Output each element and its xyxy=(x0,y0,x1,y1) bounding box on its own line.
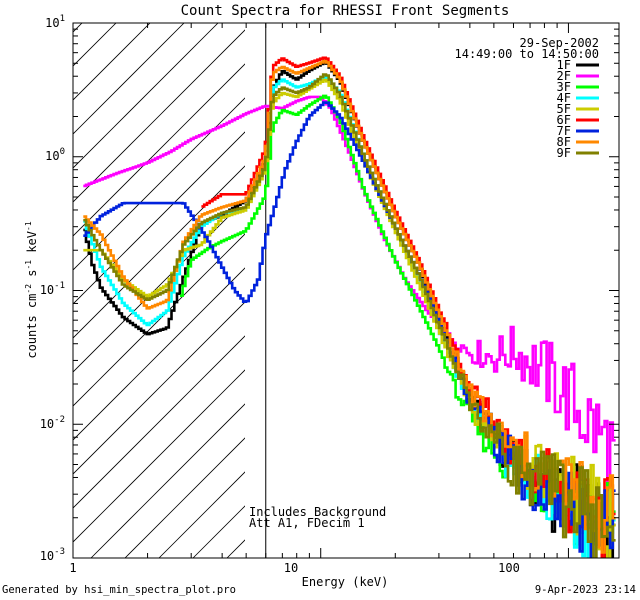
x-tick-label-100: 100 xyxy=(498,561,520,575)
hatch-line xyxy=(73,23,185,135)
hatch-line xyxy=(73,267,245,441)
hatch-line xyxy=(73,29,245,203)
hatch-line xyxy=(73,23,219,169)
axis-ticks xyxy=(72,23,619,559)
date-label: 29-Sep-2002 xyxy=(520,36,599,50)
series-layer xyxy=(83,56,616,558)
chart-title: Count Spectra for RHESSI Front Segments xyxy=(181,3,510,19)
legend-label-8F: 8F xyxy=(557,135,571,149)
y-tick-label-m1: 10-1 xyxy=(40,281,65,297)
annotation-attenuator: Att A1, FDecim 1 xyxy=(249,516,365,530)
annotation-background: Includes Background xyxy=(249,505,386,519)
y-axis-label: counts cm-2 s-1 keV-1 xyxy=(24,221,39,358)
hatch-line xyxy=(73,23,83,33)
series-9F xyxy=(83,73,616,558)
y-tick-label-m3: 10-3 xyxy=(40,547,65,563)
y-tick-labels: 101 100 10-1 10-2 10-3 xyxy=(40,14,65,563)
hatch-line xyxy=(73,23,151,101)
legend-label-5F: 5F xyxy=(557,102,571,116)
legend-label-3F: 3F xyxy=(557,80,571,94)
legend-label-6F: 6F xyxy=(557,113,571,127)
y-tick-label-1: 101 xyxy=(45,14,65,30)
legend-label-7F: 7F xyxy=(557,124,571,138)
hatch-line xyxy=(90,403,245,558)
x-tick-label-1: 1 xyxy=(69,561,76,575)
series-6F xyxy=(201,56,616,558)
hatch-line xyxy=(73,165,245,339)
legend-label-4F: 4F xyxy=(557,91,571,105)
legend-label-1F: 1F xyxy=(557,58,571,72)
hatch-line xyxy=(73,301,245,475)
x-tick-labels: 1 10 100 xyxy=(69,561,519,575)
generated-by-label: Generated by hsi_min_spectra_plot.pro xyxy=(2,584,236,596)
legend-label-9F: 9F xyxy=(557,146,571,160)
hatch-line xyxy=(124,437,245,558)
x-axis-label: Energy (keV) xyxy=(302,575,389,589)
time-range-label: 14:49:00 to 14:50:00 xyxy=(455,47,600,61)
x-tick-label-10: 10 xyxy=(284,561,298,575)
hatch-line xyxy=(73,63,245,237)
attenuator-hatch-region xyxy=(73,23,245,558)
timestamp-label: 9-Apr-2023 23:14 xyxy=(534,584,636,596)
hatch-line xyxy=(73,131,245,305)
y-tick-label-m2: 10-2 xyxy=(40,415,65,431)
y-tick-label-0: 100 xyxy=(45,147,65,163)
hatch-line xyxy=(73,199,245,373)
hatch-line xyxy=(73,335,245,509)
hatch-line xyxy=(73,233,245,407)
series-3F xyxy=(179,94,616,547)
hatch-line xyxy=(73,369,245,543)
legend-label-2F: 2F xyxy=(557,69,571,83)
